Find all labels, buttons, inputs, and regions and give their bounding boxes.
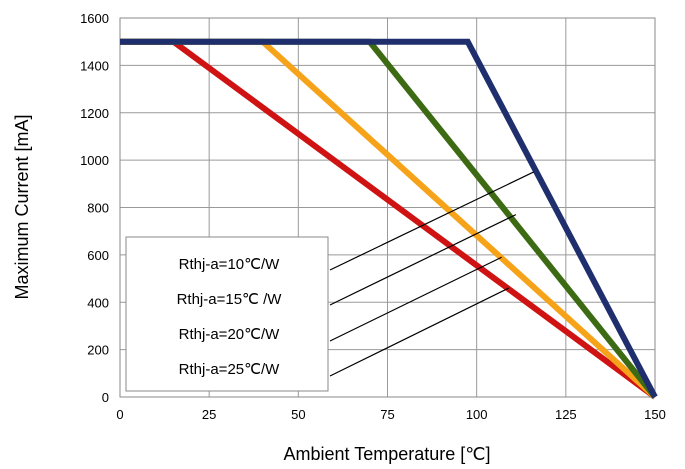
x-tick-label: 50 bbox=[291, 407, 305, 422]
legend-entry: Rthj-a=20℃/W bbox=[179, 326, 280, 343]
plot-area bbox=[119, 17, 656, 398]
x-tick-label: 0 bbox=[116, 407, 123, 422]
leader-line bbox=[329, 256, 502, 342]
x-tick-label: 125 bbox=[555, 407, 577, 422]
x-tick-label: 75 bbox=[380, 407, 394, 422]
annotation-leaders bbox=[329, 171, 534, 377]
y-tick-labels: 0 200 400 600 800 1000 1200 1400 1600 bbox=[80, 11, 109, 405]
y-tick-label: 1400 bbox=[80, 58, 109, 73]
y-tick-label: 1600 bbox=[80, 11, 109, 26]
y-tick-label: 1200 bbox=[80, 106, 109, 121]
series-line bbox=[120, 38, 658, 399]
legend-entry: Rthj-a=15℃ /W bbox=[177, 291, 283, 308]
y-axis-title: Maximum Current [mA] bbox=[12, 114, 32, 299]
x-axis-title: Ambient Temperature [℃] bbox=[284, 444, 491, 464]
y-tick-label: 1000 bbox=[80, 153, 109, 168]
y-tick-label: 800 bbox=[87, 201, 109, 216]
legend-box bbox=[125, 236, 329, 392]
leader-line bbox=[329, 287, 510, 377]
x-tick-label: 100 bbox=[466, 407, 488, 422]
series-group bbox=[120, 38, 658, 400]
leader-line bbox=[329, 171, 534, 271]
x-tick-label: 150 bbox=[644, 407, 666, 422]
leader-line bbox=[329, 214, 517, 306]
y-tick-label: 200 bbox=[87, 343, 109, 358]
legend-entry: Rthj-a=10℃/W bbox=[179, 256, 280, 273]
legend: Rthj-a=10℃/W Rthj-a=15℃ /W Rthj-a=20℃/W Rth… bbox=[125, 236, 329, 392]
x-tick-labels: 0 25 50 75 100 125 150 bbox=[116, 407, 665, 422]
y-tick-label: 600 bbox=[87, 248, 109, 263]
x-tick-label: 25 bbox=[202, 407, 216, 422]
y-tick-label: 0 bbox=[102, 390, 109, 405]
y-tick-label: 400 bbox=[87, 295, 109, 310]
legend-entry: Rthj-a=25℃/W bbox=[179, 361, 280, 378]
